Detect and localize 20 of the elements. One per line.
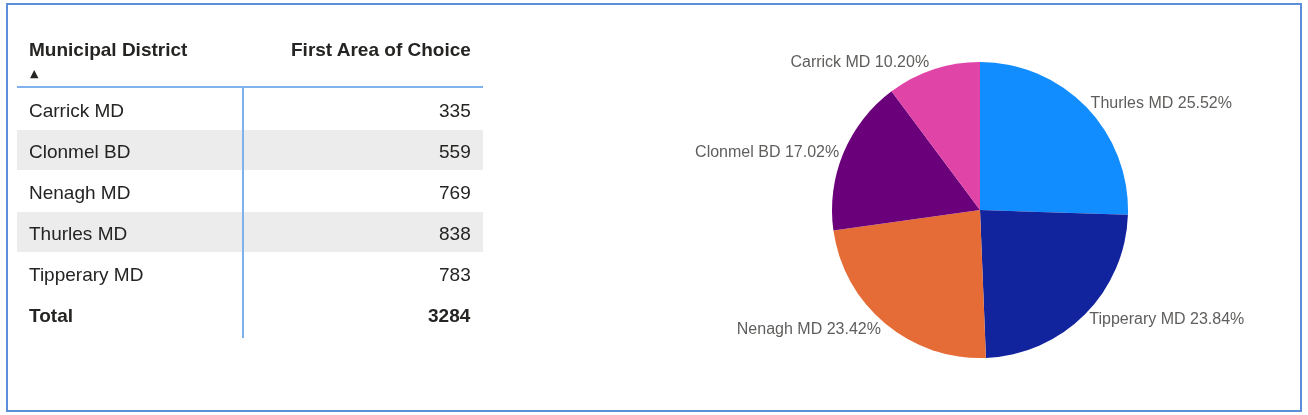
data-label: 783 xyxy=(439,264,471,285)
slice-label: Clonmel BD 17.02% xyxy=(695,143,840,161)
category-label: Thurles MD xyxy=(29,223,128,244)
text: Municipal District xyxy=(29,39,189,60)
category-label: Tipperary MD xyxy=(29,264,144,285)
data-label: 335 xyxy=(439,100,471,121)
slice-label: Carrick MD 10.20% xyxy=(790,53,930,71)
slice-label: Tipperary MD 23.84% xyxy=(1089,309,1245,327)
text: 3284 xyxy=(428,305,471,326)
data-label: 769 xyxy=(439,182,471,203)
data-label: 838 xyxy=(439,223,471,244)
slice-label: Thurles MD 25.52% xyxy=(1090,94,1232,112)
text: First Area of Choice xyxy=(291,39,471,60)
category-label: Clonmel BD xyxy=(29,141,131,162)
text: ▲ xyxy=(30,67,39,80)
category-label: Nenagh MD xyxy=(29,182,131,203)
category-label: Carrick MD xyxy=(29,100,124,121)
text: Total xyxy=(29,305,73,326)
data-label: 559 xyxy=(439,141,471,162)
slice-label: Nenagh MD 23.42% xyxy=(736,320,881,338)
